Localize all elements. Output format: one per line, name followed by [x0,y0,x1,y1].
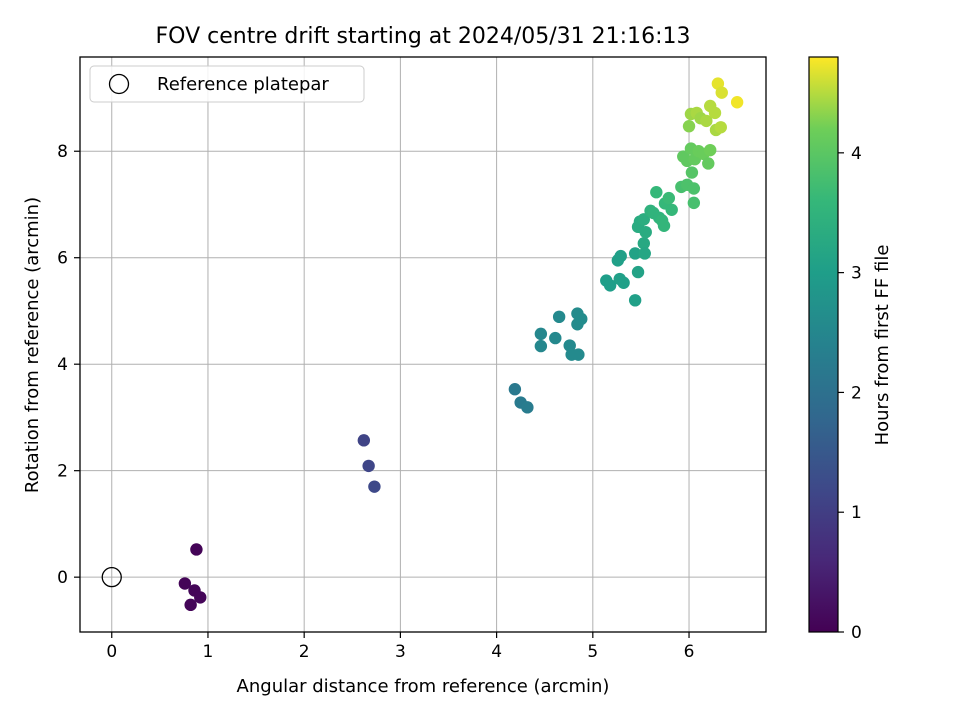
data-point [703,143,717,157]
data-point [730,96,744,109]
chart-title: FOV centre drift starting at 2024/05/31 … [156,24,691,49]
y-tick-label: 2 [57,462,68,482]
y-tick-label: 0 [57,568,68,588]
data-point [687,182,701,195]
colorbar-tick-label: 2 [851,383,862,403]
data-point [687,196,701,210]
data-point [190,543,203,556]
x-tick-label: 0 [106,642,117,662]
colorbar-tick-label: 3 [851,264,862,284]
colorbar-ticks: 0 1 2 3 4 [838,144,862,643]
data-point [685,166,699,179]
x-tick-label: 3 [395,642,406,662]
x-tick-label: 6 [684,642,695,662]
colorbar-label: Hours from first FF file [872,245,893,446]
data-point [178,577,192,590]
data-point [617,276,630,289]
x-tick-label: 1 [203,642,214,662]
colorbar [808,56,839,633]
colorbar-tick-label: 0 [851,623,862,643]
data-point [575,312,588,326]
data-point [534,327,548,341]
data-point [631,265,645,279]
y-tick-label: 6 [57,249,68,269]
data-point [552,310,566,324]
data-point [508,383,522,396]
data-point [637,237,651,250]
data-point [702,157,715,170]
x-tick-label: 5 [587,642,598,662]
legend: Reference platepar [89,65,365,103]
gridlines [80,57,766,632]
y-tick-label: 8 [57,142,68,162]
data-point [639,225,652,239]
x-tick-label: 4 [491,642,502,662]
data-point [662,191,676,205]
data-point [700,114,713,128]
data-point [708,106,722,120]
x-tick-label: 2 [299,642,310,662]
data-point [614,249,627,263]
data-point [628,294,642,307]
data-point [714,121,727,134]
data-point [638,247,651,260]
data-point [715,86,728,99]
data-point [628,247,642,260]
data-point [368,480,381,493]
x-axis-label: Angular distance from reference (arcmin) [237,676,610,697]
y-tick-label: 4 [57,355,68,375]
data-point [682,120,696,133]
data-point [572,348,585,361]
data-point [665,203,678,217]
data-point [521,401,534,414]
colorbar-tick-label: 1 [851,503,862,523]
legend-entry-reference-platepar: Reference platepar [157,74,329,95]
data-point [357,434,371,447]
data-point [194,591,207,604]
plot-frame [79,56,767,633]
data-point [650,186,663,199]
y-axis-ticks: 0 2 4 6 8 [57,142,80,588]
data-point [637,213,651,226]
reference-marker [101,567,122,588]
data-points [178,77,744,612]
data-point [362,459,375,473]
x-axis-ticks: 0 1 2 3 4 5 6 [106,632,694,662]
y-axis-label: Rotation from reference (arcmin) [22,197,43,493]
data-point [184,598,197,612]
colorbar-tick-label: 4 [851,144,862,164]
data-point [657,219,671,232]
reference-platepar-marker [101,567,122,588]
legend-box [89,65,365,103]
data-point [534,339,548,353]
data-point [549,331,562,345]
legend-marker [108,73,130,95]
data-point [603,279,617,292]
